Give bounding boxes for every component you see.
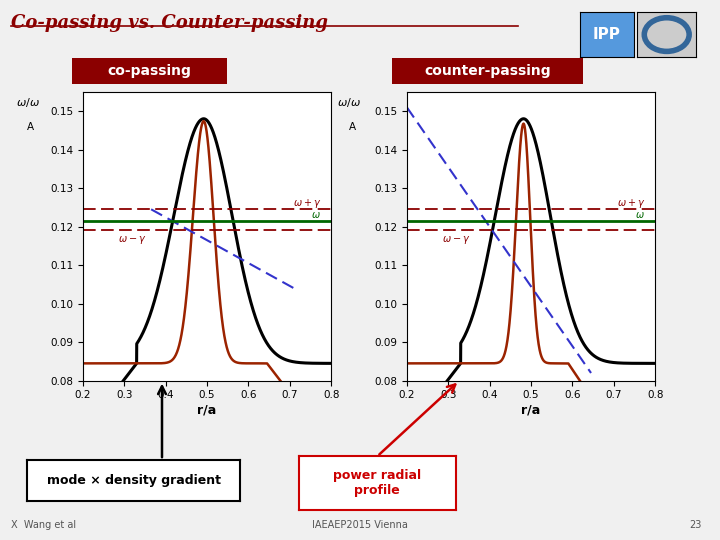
Text: $\omega+\gamma$: $\omega+\gamma$ <box>616 197 645 210</box>
Text: $\omega+\gamma$: $\omega+\gamma$ <box>292 197 321 210</box>
X-axis label: r/a: r/a <box>197 403 217 416</box>
Text: IPP: IPP <box>593 27 621 42</box>
Text: mode × density gradient: mode × density gradient <box>47 474 220 487</box>
Text: Co-passing vs. Counter-passing: Co-passing vs. Counter-passing <box>11 14 328 31</box>
Text: $\omega-\gamma$: $\omega-\gamma$ <box>442 234 470 246</box>
X-axis label: r/a: r/a <box>521 403 541 416</box>
Text: $\omega/\omega$: $\omega/\omega$ <box>337 96 361 109</box>
Text: counter-passing: counter-passing <box>425 64 551 78</box>
Text: $\omega-\gamma$: $\omega-\gamma$ <box>118 234 146 246</box>
Text: co-passing: co-passing <box>107 64 192 78</box>
Text: X  Wang et al: X Wang et al <box>11 520 76 530</box>
Text: 23: 23 <box>690 520 702 530</box>
Text: $\omega/\omega$: $\omega/\omega$ <box>16 96 40 109</box>
Text: $\omega$: $\omega$ <box>311 210 321 220</box>
Text: IAEAEP2015 Vienna: IAEAEP2015 Vienna <box>312 520 408 530</box>
Text: power radial
profile: power radial profile <box>333 469 421 497</box>
Text: A: A <box>348 122 356 132</box>
Text: $\omega$: $\omega$ <box>635 210 645 220</box>
Text: A: A <box>27 122 35 132</box>
